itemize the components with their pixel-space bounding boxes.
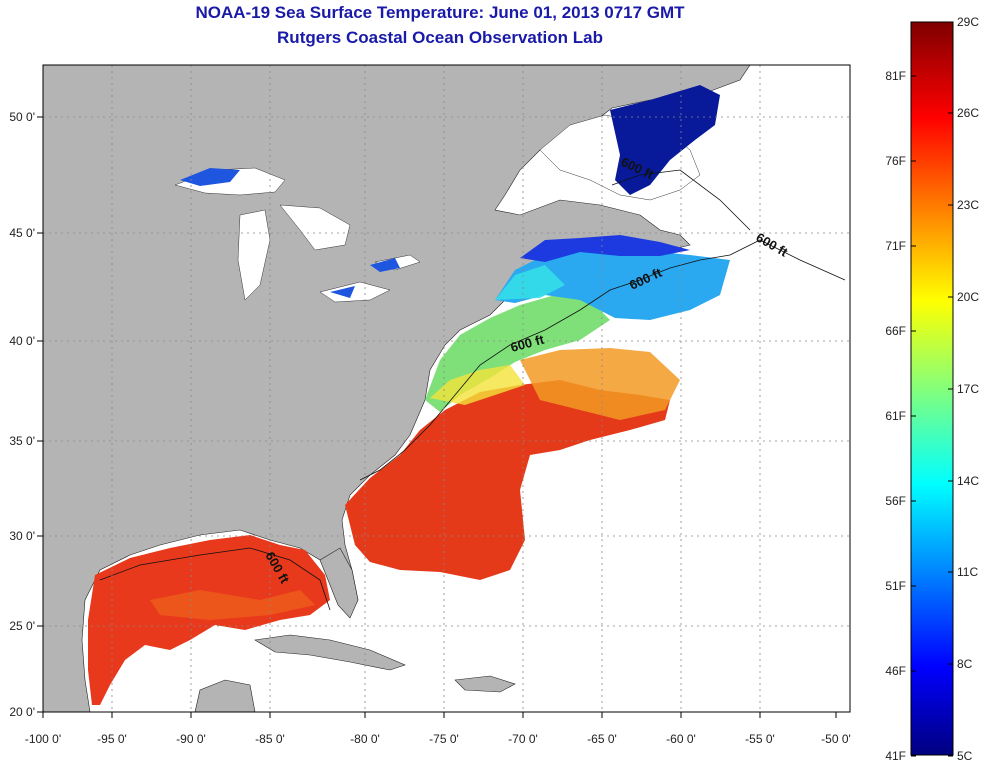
lat-tick-label: 35 0' — [9, 434, 35, 448]
colorbar-label-c: 8C — [957, 657, 973, 671]
colorbar — [910, 21, 954, 756]
lon-tick-label: -95 0' — [97, 732, 127, 746]
atlantic-sst-orange — [520, 348, 680, 420]
colorbar-label-f: 76F — [885, 154, 906, 168]
gulf-sst — [88, 535, 330, 705]
colorbar-label-f: 71F — [885, 239, 906, 253]
cuba — [254, 634, 406, 671]
stlawrence-sst-cold — [610, 85, 720, 195]
atlantic-sst-warm — [345, 380, 670, 580]
colorbar-label-c: 20C — [957, 290, 979, 304]
map-border — [42, 64, 851, 713]
longitude-axis: -100 0' -95 0' -90 0' -85 0' -80 0' -75 0' -70… — [25, 712, 851, 746]
colorbar-label-c: 11C — [957, 565, 978, 579]
colorbar-labels: 81F 76F 71F 66F 61F 56F 51F 46F 41F 29C 26C 23C 20C 1… — [885, 15, 979, 763]
atlantic-sst-cyan — [495, 265, 565, 300]
lon-tick-label: -70 0' — [508, 732, 538, 746]
colorbar-label-f: 41F — [885, 749, 906, 763]
lon-tick-label: -90 0' — [176, 732, 206, 746]
lon-tick-label: -100 0' — [25, 732, 61, 746]
lon-tick-label: -50 0' — [821, 732, 851, 746]
florida — [319, 547, 359, 619]
colorbar-label-f: 66F — [885, 324, 906, 338]
atlantic-sst-yellow — [430, 365, 525, 405]
lon-tick-label: -80 0' — [350, 732, 380, 746]
colorbar-label-f: 56F — [885, 494, 906, 508]
colorbar-label-c: 17C — [957, 382, 979, 396]
colorbar-label-f: 81F — [885, 69, 906, 83]
atlantic-sst-cool — [495, 245, 730, 320]
map-title: NOAA-19 Sea Surface Temperature: June 01… — [195, 3, 685, 22]
shelf-sst-cold — [520, 235, 690, 262]
lakes-sst — [180, 168, 400, 298]
colorbar-label-c: 29C — [957, 15, 979, 29]
latitude-axis: 50 0' 45 0' 40 0' 35 0' 30 0' 25 0' 20 0' — [9, 110, 43, 719]
colorbar-label-c: 26C — [957, 106, 979, 120]
colorbar-label-f: 46F — [885, 664, 906, 678]
lon-tick-label: -60 0' — [666, 732, 696, 746]
contour-lines — [99, 169, 846, 611]
lat-tick-label: 30 0' — [9, 529, 35, 543]
colorbar-label-f: 61F — [885, 409, 906, 423]
colorbar-label-c: 23C — [957, 198, 979, 212]
colorbar-label-f: 51F — [885, 579, 906, 593]
hispaniola — [454, 675, 516, 693]
lat-tick-label: 20 0' — [9, 705, 35, 719]
colorbar-label-c: 5C — [957, 749, 973, 763]
lon-tick-label: -65 0' — [587, 732, 617, 746]
lat-tick-label: 40 0' — [9, 334, 35, 348]
graticule — [43, 65, 850, 712]
lon-tick-label: -55 0' — [745, 732, 775, 746]
lat-tick-label: 25 0' — [9, 619, 35, 633]
lon-tick-label: -85 0' — [255, 732, 285, 746]
lat-tick-label: 45 0' — [9, 226, 35, 240]
yucatan — [194, 679, 256, 712]
colorbar-label-c: 14C — [957, 474, 979, 488]
map-subtitle: Rutgers Coastal Ocean Observation Lab — [277, 28, 603, 47]
lat-tick-label: 50 0' — [9, 110, 35, 124]
lon-tick-label: -75 0' — [429, 732, 459, 746]
land-mass — [43, 65, 751, 712]
